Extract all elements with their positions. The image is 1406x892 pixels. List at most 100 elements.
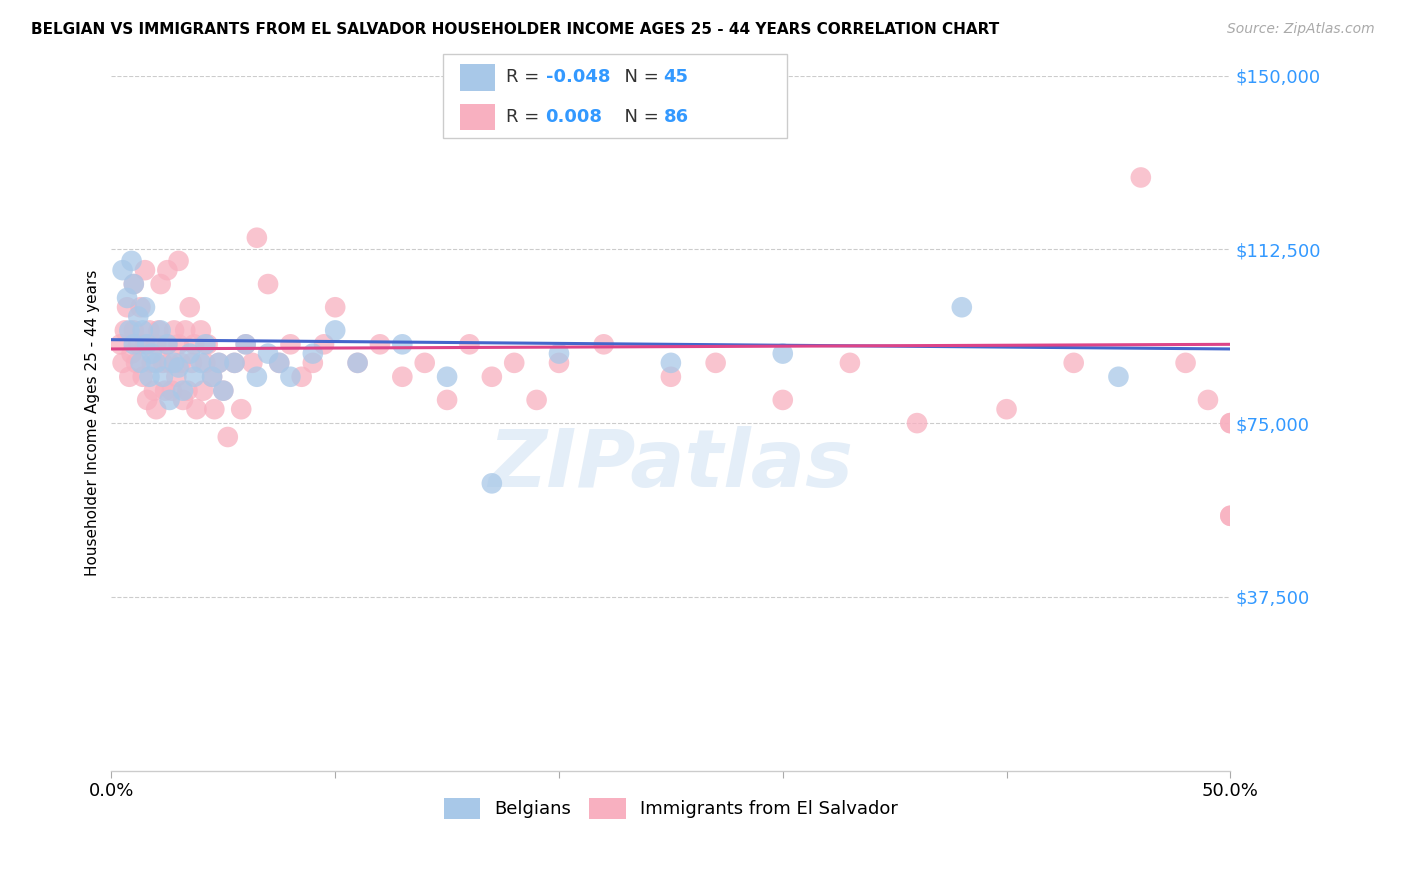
Point <box>118 323 141 337</box>
Point <box>179 300 201 314</box>
Point <box>156 263 179 277</box>
Point <box>179 346 201 360</box>
Point <box>291 369 314 384</box>
Point <box>301 346 323 360</box>
Point <box>548 346 571 360</box>
Point <box>772 346 794 360</box>
Point <box>156 337 179 351</box>
Point <box>176 384 198 398</box>
Point <box>167 337 190 351</box>
Point <box>111 356 134 370</box>
Point <box>257 346 280 360</box>
Text: N =: N = <box>613 108 665 126</box>
Point <box>165 369 187 384</box>
Point <box>136 392 159 407</box>
Point <box>152 356 174 370</box>
Point <box>115 291 138 305</box>
Point <box>312 337 335 351</box>
Point <box>160 384 183 398</box>
Point <box>481 476 503 491</box>
Point <box>235 337 257 351</box>
Point <box>138 369 160 384</box>
Point <box>122 277 145 291</box>
Point <box>391 337 413 351</box>
Point <box>122 323 145 337</box>
Point <box>659 356 682 370</box>
Point <box>148 323 170 337</box>
Point <box>202 402 225 417</box>
Point <box>269 356 291 370</box>
Point <box>149 277 172 291</box>
Point <box>129 356 152 370</box>
Point <box>152 369 174 384</box>
Point <box>125 356 148 370</box>
Point <box>127 310 149 324</box>
Point <box>127 337 149 351</box>
Legend: Belgians, Immigrants from El Salvador: Belgians, Immigrants from El Salvador <box>439 793 903 824</box>
Text: R =: R = <box>506 108 551 126</box>
Point <box>167 253 190 268</box>
Point <box>368 337 391 351</box>
Text: R =: R = <box>506 69 546 87</box>
Point <box>134 300 156 314</box>
Point <box>132 369 155 384</box>
Point <box>242 356 264 370</box>
Point <box>118 369 141 384</box>
Point <box>1219 416 1241 430</box>
Point <box>772 392 794 407</box>
Point <box>172 392 194 407</box>
Point <box>208 356 231 370</box>
Point <box>212 384 235 398</box>
Point <box>592 337 614 351</box>
Point <box>149 323 172 337</box>
Point <box>436 392 458 407</box>
Point <box>548 356 571 370</box>
Point <box>704 356 727 370</box>
Text: -0.048: -0.048 <box>546 69 610 87</box>
Point <box>301 356 323 370</box>
Point <box>201 369 224 384</box>
Text: BELGIAN VS IMMIGRANTS FROM EL SALVADOR HOUSEHOLDER INCOME AGES 25 - 44 YEARS COR: BELGIAN VS IMMIGRANTS FROM EL SALVADOR H… <box>31 22 1000 37</box>
Point <box>659 369 682 384</box>
Text: ZIPatlas: ZIPatlas <box>488 425 853 504</box>
Point <box>1063 356 1085 370</box>
Point <box>141 346 163 360</box>
Point <box>167 360 190 375</box>
Point <box>138 323 160 337</box>
Point <box>526 392 548 407</box>
Point <box>122 277 145 291</box>
Point <box>413 356 436 370</box>
Point <box>194 337 217 351</box>
Point <box>145 402 167 417</box>
Point <box>1107 369 1129 384</box>
Point <box>121 253 143 268</box>
Point <box>145 337 167 351</box>
Point <box>183 369 205 384</box>
Point <box>114 323 136 337</box>
Point <box>190 323 212 337</box>
Point <box>212 384 235 398</box>
Point <box>156 337 179 351</box>
Point <box>194 356 217 370</box>
Point <box>208 356 231 370</box>
Point <box>121 346 143 360</box>
Point <box>436 369 458 384</box>
Point <box>170 356 193 370</box>
Point <box>257 277 280 291</box>
Point <box>1197 392 1219 407</box>
Point <box>235 337 257 351</box>
Point <box>995 402 1018 417</box>
Point <box>231 402 253 417</box>
Point <box>391 369 413 384</box>
Point <box>181 356 204 370</box>
Point <box>153 384 176 398</box>
Point <box>186 402 208 417</box>
Text: Source: ZipAtlas.com: Source: ZipAtlas.com <box>1227 22 1375 37</box>
Point <box>346 356 368 370</box>
Point <box>134 337 156 351</box>
Point <box>134 263 156 277</box>
Point <box>159 356 181 370</box>
Point <box>323 300 346 314</box>
Text: N =: N = <box>613 69 665 87</box>
Point <box>163 323 186 337</box>
